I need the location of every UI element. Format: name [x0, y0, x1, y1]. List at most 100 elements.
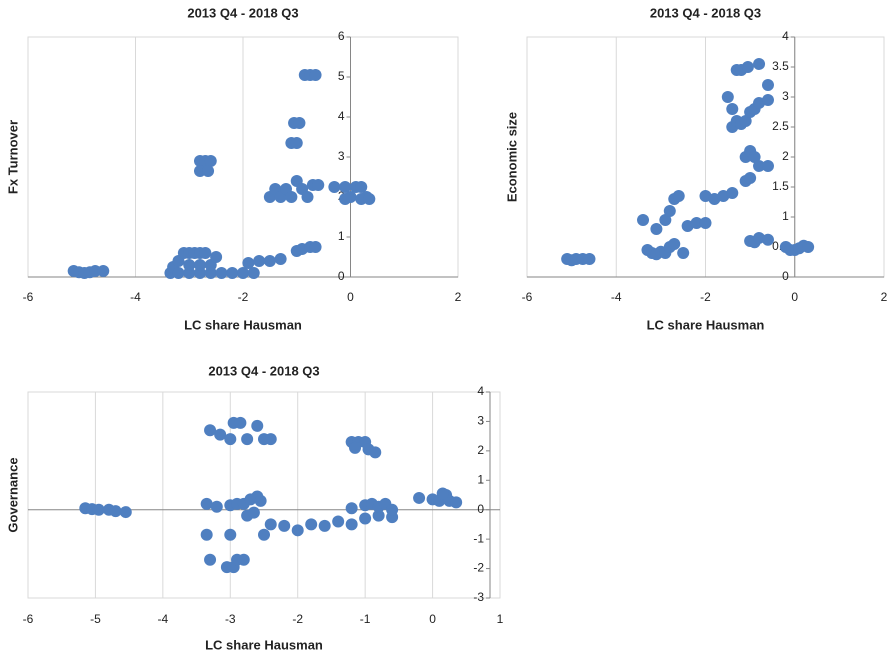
point — [309, 241, 322, 253]
point — [739, 115, 752, 127]
x-tick-label: 2 — [881, 290, 888, 304]
x-tick-label: -2 — [292, 612, 303, 626]
point — [204, 155, 217, 167]
y-tick-label: 1.5 — [772, 179, 789, 193]
point — [202, 165, 215, 177]
y-tick-label: -1 — [473, 531, 484, 545]
point — [293, 117, 306, 129]
point — [741, 61, 754, 73]
y-axis-label: Fx Turnover — [5, 120, 20, 194]
point — [339, 193, 352, 205]
point — [309, 69, 322, 81]
point — [753, 160, 766, 172]
point — [251, 419, 264, 432]
point — [726, 187, 739, 199]
point — [726, 103, 739, 115]
point — [761, 79, 774, 91]
point — [312, 179, 325, 191]
point — [583, 253, 596, 265]
point — [215, 267, 228, 279]
point — [761, 160, 774, 172]
x-tick-label: -2 — [238, 290, 249, 304]
x-tick-label: -4 — [611, 290, 622, 304]
y-tick-label: 1 — [338, 229, 345, 243]
point — [290, 137, 303, 149]
y-tick-label: -3 — [473, 590, 484, 604]
x-tick-label: -4 — [130, 290, 141, 304]
chart-title: 2013 Q4 - 2018 Q3 — [208, 363, 319, 378]
point — [264, 518, 277, 531]
point — [253, 255, 266, 267]
point — [237, 553, 250, 566]
x-tick-label: 1 — [497, 612, 504, 626]
point — [92, 503, 105, 516]
point — [372, 509, 385, 522]
y-tick-label: 3 — [338, 149, 345, 163]
y-tick-label: 0 — [477, 502, 484, 516]
point — [237, 267, 249, 279]
x-tick-label: -6 — [23, 290, 34, 304]
point — [637, 214, 650, 226]
y-tick-label: 2.5 — [772, 119, 789, 133]
y-tick-label: 2 — [477, 443, 484, 457]
point — [748, 151, 761, 163]
point — [224, 528, 237, 541]
y-tick-label: 3 — [477, 414, 484, 428]
point — [119, 506, 132, 519]
point — [450, 496, 463, 509]
point — [301, 191, 314, 203]
point — [278, 519, 291, 532]
point — [258, 528, 270, 541]
point — [328, 181, 341, 193]
x-axis-label: LC share Hausman — [205, 637, 323, 652]
y-tick-label: 1 — [477, 472, 484, 486]
point — [672, 190, 685, 202]
point — [226, 267, 239, 279]
point — [172, 267, 185, 279]
x-tick-label: 0 — [429, 612, 436, 626]
point — [204, 553, 217, 566]
x-tick-label: -6 — [522, 290, 533, 304]
point — [291, 524, 304, 537]
x-tick-label: 2 — [455, 290, 462, 304]
x-tick-label: -1 — [360, 612, 371, 626]
x-tick-label: 0 — [347, 290, 354, 304]
y-axis-label: Governance — [5, 457, 20, 532]
y-axis-label: Economic size — [504, 112, 519, 202]
chart-title: 2013 Q4 - 2018 Q3 — [650, 5, 761, 20]
point — [204, 424, 217, 437]
point — [318, 519, 331, 532]
point — [753, 232, 766, 244]
point — [363, 193, 376, 205]
point — [436, 487, 449, 500]
point — [677, 247, 690, 259]
point — [413, 491, 426, 504]
point — [650, 223, 663, 235]
x-tick-label: -2 — [700, 290, 711, 304]
point — [761, 94, 774, 106]
point — [247, 267, 260, 279]
y-tick-label: 0 — [782, 269, 789, 283]
y-tick-label: 0 — [338, 269, 345, 283]
point — [200, 497, 213, 510]
x-axis-label: LC share Hausman — [647, 317, 765, 332]
point — [305, 518, 318, 531]
x-axis-label: LC share Hausman — [184, 317, 302, 332]
x-tick-label: -5 — [90, 612, 101, 626]
point — [332, 515, 345, 528]
point — [699, 217, 712, 229]
x-tick-label: -6 — [23, 612, 34, 626]
point — [802, 241, 815, 253]
point — [242, 257, 255, 269]
point — [753, 58, 766, 70]
point — [345, 502, 358, 515]
y-tick-label: 6 — [338, 29, 345, 43]
point — [241, 433, 254, 446]
point — [263, 255, 276, 267]
point — [668, 238, 681, 250]
x-tick-label: -4 — [158, 612, 169, 626]
point — [285, 191, 298, 203]
point — [274, 253, 287, 265]
